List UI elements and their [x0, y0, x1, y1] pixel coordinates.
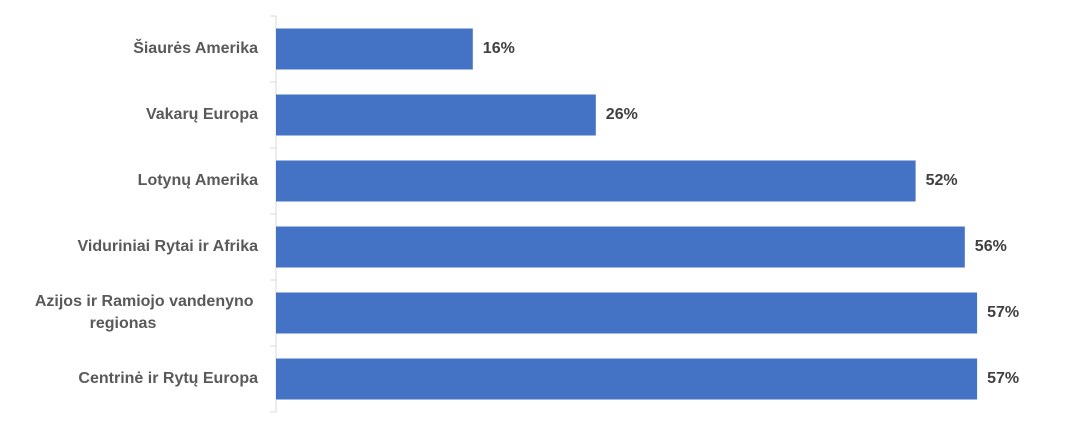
data-label: 57%	[987, 370, 1019, 387]
bar	[276, 292, 978, 334]
data-label: 52%	[926, 172, 958, 189]
data-label: 26%	[606, 106, 638, 123]
data-label: 57%	[987, 304, 1019, 321]
bar	[276, 226, 965, 268]
data-label: 16%	[483, 40, 515, 57]
bar	[276, 28, 473, 70]
bar	[276, 94, 596, 136]
category-label: Centrinė ir Rytų Europa	[78, 370, 258, 387]
category-label: Šiaurės Amerika	[133, 38, 258, 57]
category-label: Vakarų Europa	[146, 106, 258, 123]
bar	[276, 160, 916, 202]
data-label: 56%	[975, 238, 1007, 255]
category-label: Azijos ir Ramiojo vandenyno regionas	[35, 293, 258, 332]
category-label: Lotynų Amerika	[138, 172, 258, 189]
category-label: Viduriniai Rytai ir Afrika	[78, 238, 259, 255]
bar	[276, 358, 978, 400]
